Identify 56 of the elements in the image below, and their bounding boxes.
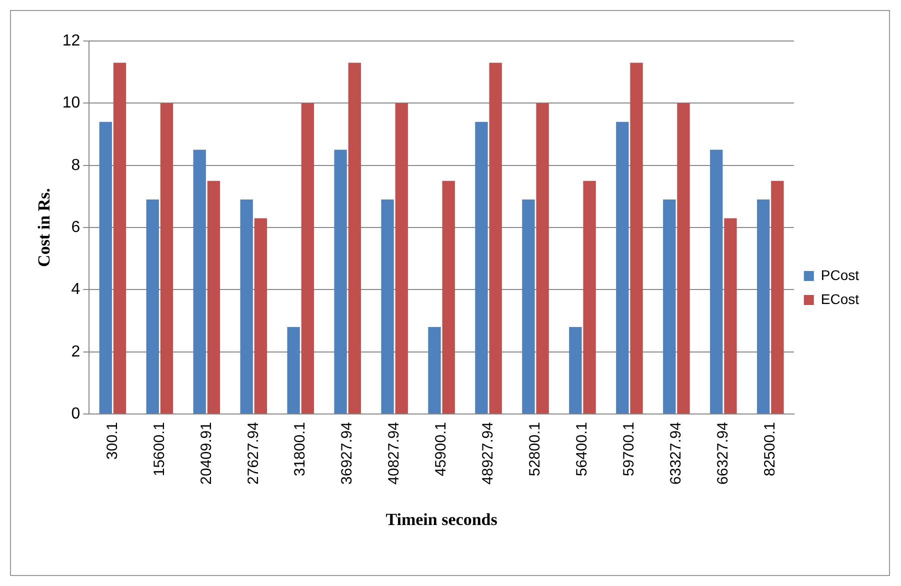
bar: [677, 103, 690, 414]
x-tick-label: 31800.1: [292, 422, 309, 476]
bar: [240, 200, 253, 414]
y-tick-label: 10: [62, 94, 80, 112]
x-tick-label: 300.1: [104, 422, 121, 460]
y-axis-title: Cost in Rs.: [34, 188, 54, 267]
bar: [348, 62, 361, 414]
bar: [616, 122, 629, 414]
bar: [193, 150, 206, 414]
x-tick-label: 36927.94: [338, 422, 356, 485]
bar: [710, 150, 723, 414]
bar: [757, 200, 770, 414]
x-tick-label: 59700.1: [620, 422, 638, 476]
y-tick-label: 12: [62, 32, 80, 50]
bar: [522, 200, 535, 414]
bar: [583, 180, 596, 414]
legend-label: ECost: [820, 290, 860, 307]
bar: [771, 180, 784, 414]
bar: [442, 180, 455, 414]
bar: [630, 62, 643, 414]
bar: [301, 103, 314, 414]
bar: [207, 180, 220, 414]
x-tick-label: 27627.94: [244, 422, 262, 485]
bar: [536, 103, 549, 414]
bar: [663, 200, 676, 414]
bar: [569, 326, 582, 414]
x-tick-label: 20409.91: [198, 422, 215, 485]
y-tick-label: 8: [71, 156, 80, 174]
x-tick-label: 45900.1: [432, 422, 450, 476]
x-tick-label: 63327.94: [668, 422, 685, 485]
bar: [146, 200, 159, 414]
bar: [160, 103, 174, 414]
bar: [395, 103, 408, 414]
x-tick-label: 40827.94: [386, 422, 403, 485]
y-tick-label: 6: [71, 218, 80, 236]
bar: [113, 62, 126, 414]
x-tick-label: 82500.1: [762, 422, 779, 476]
bar: [489, 62, 502, 414]
x-tick-label: 52800.1: [526, 422, 544, 476]
x-tick-label: 66327.94: [714, 422, 732, 485]
bar: [99, 122, 112, 414]
bar: [724, 218, 737, 414]
bar: [381, 200, 394, 414]
x-tick-label: 56400.1: [574, 422, 591, 476]
bar: [428, 326, 441, 414]
bar: [475, 122, 488, 414]
y-tick-label: 2: [71, 343, 80, 360]
bar: [334, 150, 347, 414]
legend-label: PCost: [820, 266, 860, 283]
y-tick-label: 0: [71, 405, 80, 422]
x-axis-title: Timein seconds: [386, 510, 498, 530]
y-tick-label: 4: [71, 281, 80, 298]
bar: [287, 326, 300, 414]
x-tick-label: 15600.1: [150, 422, 168, 476]
bar: [254, 218, 268, 414]
x-tick-label: 48927.94: [480, 422, 497, 485]
